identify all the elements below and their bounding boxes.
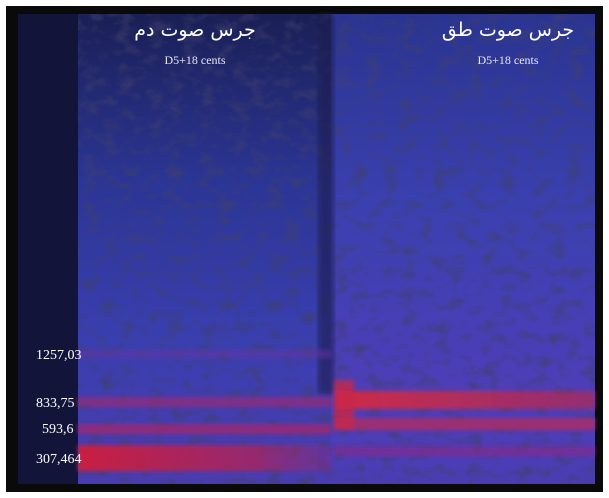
frequency-label: 593,6 xyxy=(42,422,74,437)
divider xyxy=(318,14,334,394)
panel-pitch: D5+18 cents xyxy=(477,53,538,67)
frequency-label: 1257,03 xyxy=(36,348,82,363)
panel-title: جرس صوت دم xyxy=(134,19,256,41)
frequency-label: 307,464 xyxy=(36,452,82,467)
panel-pitch: D5+18 cents xyxy=(164,53,225,67)
panel-title: جرس صوت طق xyxy=(442,19,574,41)
frequency-label: 833,75 xyxy=(36,396,75,411)
axis-strip xyxy=(18,14,78,484)
spectrogram-screenshot: جرس صوت دم D5+18 cents جرس صوت طق D5+18 … xyxy=(0,0,609,498)
page: {"panels": [{"title": "جرس صوت دم", "pit… xyxy=(0,0,609,498)
